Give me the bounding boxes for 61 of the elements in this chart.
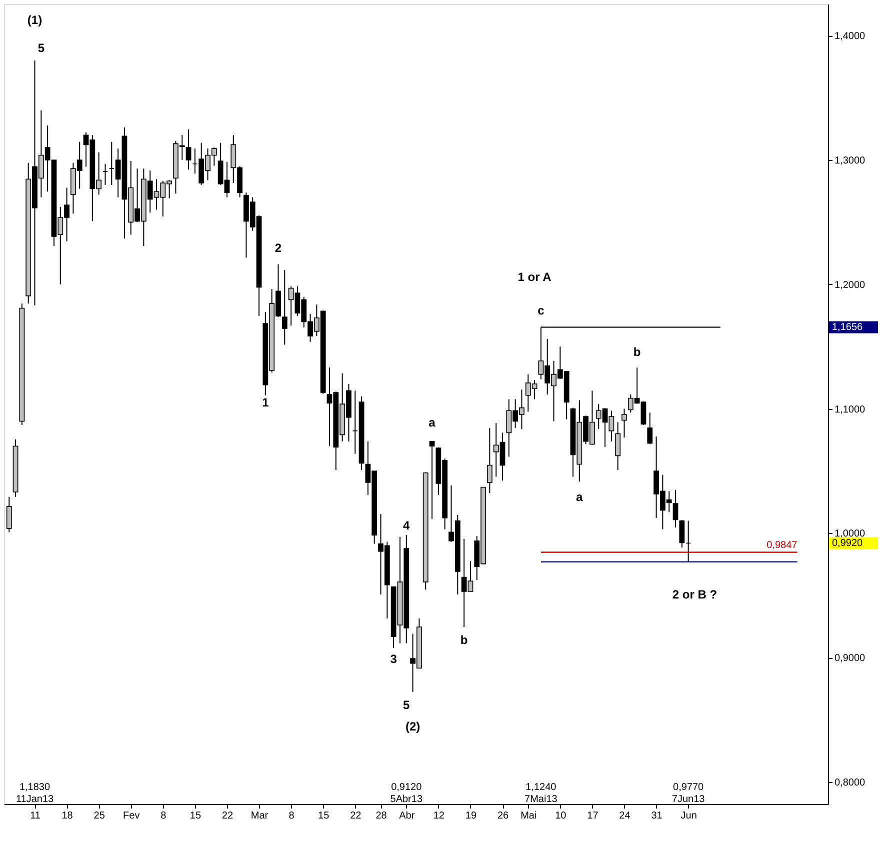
annotation: 1 or A — [518, 270, 552, 284]
annotation: 1,1240 7Mai13 — [524, 782, 558, 805]
candlestick — [622, 408, 627, 438]
x-tick-label: Mar — [250, 810, 269, 822]
annotation: 0,9120 5Abr13 — [390, 782, 423, 805]
candlestick — [102, 163, 108, 186]
y-tick-label: 0,9000 — [834, 653, 866, 664]
candlestick — [6, 496, 12, 533]
x-tick-label: 31 — [651, 810, 663, 822]
x-tick-label: 15 — [190, 810, 202, 822]
x-tick-label: Fev — [123, 810, 140, 822]
x-tick-label: 22 — [222, 810, 234, 822]
annotation: c — [538, 303, 545, 318]
annotation: 5 — [38, 41, 45, 55]
x-tick-label: 10 — [555, 810, 567, 822]
x-tick-label: 8 — [288, 810, 295, 822]
y-tick-label: 1,1000 — [834, 404, 866, 416]
x-tick-label: 15 — [318, 810, 330, 822]
x-tick-label: Mai — [520, 810, 537, 822]
candlestick — [647, 412, 653, 445]
x-tick-label: 19 — [465, 810, 477, 822]
x-tick-label: 8 — [160, 810, 167, 822]
annotation: a — [576, 490, 584, 504]
x-tick-label: 22 — [350, 810, 362, 822]
x-tick-label: 25 — [94, 810, 106, 822]
x-tick-label: Jun — [680, 810, 697, 822]
x-tick-label: 12 — [433, 810, 445, 822]
x-tick-label: 24 — [619, 810, 631, 822]
x-tick-label: 28 — [376, 810, 388, 822]
annotation: 2 — [274, 241, 282, 255]
x-tick-label: 26 — [497, 810, 509, 822]
annotation: 5 — [403, 698, 410, 712]
text: 1,1656 — [832, 322, 864, 334]
annotation: 4 — [403, 518, 410, 533]
x-tick-label: 11 — [30, 810, 41, 822]
candlestick — [186, 128, 192, 170]
annotation: 2 or B ? — [672, 587, 718, 602]
annotation: a — [428, 415, 436, 430]
annotation: (1) — [27, 13, 42, 27]
y-tick-label: 1,0000 — [834, 528, 866, 540]
candlestick — [282, 270, 288, 346]
text: 0,9920 — [832, 538, 864, 550]
series-label: 0,9847 — [766, 540, 798, 552]
y-tick-label: 1,4000 — [834, 31, 866, 42]
annotation: 1 — [262, 395, 270, 410]
candlestick — [672, 490, 678, 528]
annotation: (2) — [405, 719, 420, 734]
x-tick-label: 18 — [62, 810, 74, 822]
candlestick — [486, 427, 492, 494]
x-tick-label: 17 — [587, 810, 599, 822]
y-tick-label: 1,3000 — [834, 155, 866, 166]
candlestick — [429, 440, 435, 520]
annotation: b — [460, 633, 468, 647]
annotation: 0,9770 7Jun13 — [672, 782, 706, 805]
x-tick-label: Abr — [399, 810, 416, 822]
annotation: b — [633, 345, 641, 359]
candlestick — [615, 422, 621, 470]
y-tick-label: 1,2000 — [834, 280, 866, 291]
annotation: 3 — [390, 652, 398, 666]
annotation: 1,1830 11Jan13 — [16, 782, 54, 805]
y-tick-label: 0,8000 — [834, 777, 866, 788]
